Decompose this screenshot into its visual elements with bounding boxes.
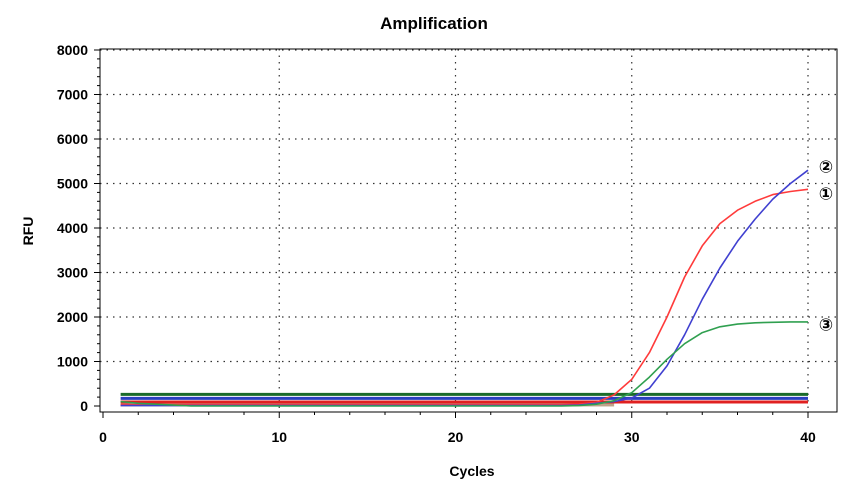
curve-annotations: ② ① ③ xyxy=(819,158,833,335)
y-tick-label-1000: 1000 xyxy=(57,354,88,370)
x-tick-label-10: 10 xyxy=(271,429,287,445)
y-tick-label-8000: 8000 xyxy=(57,42,88,58)
series-line-2 xyxy=(120,169,809,407)
x-axis-label: Cycles xyxy=(449,463,494,479)
curve-marker-1: ② xyxy=(819,158,833,177)
y-tick-label-4000: 4000 xyxy=(57,220,88,236)
y-tick-label-6000: 6000 xyxy=(57,131,88,147)
y-axis-label: RFU xyxy=(20,217,36,246)
y-tick-label-0: 0 xyxy=(80,398,88,414)
series-line-1 xyxy=(120,188,809,406)
curve-marker-3: ③ xyxy=(819,316,833,335)
y-tick-label-5000: 5000 xyxy=(57,176,88,192)
y-tick-label-7000: 7000 xyxy=(57,87,88,103)
y-tick-label-2000: 2000 xyxy=(57,309,88,325)
plot-frame xyxy=(99,48,838,413)
series-line-3 xyxy=(120,321,808,407)
grid xyxy=(100,49,837,412)
axis-ticks: 0 10 20 30 40 0 1000 2000 3000 4000 5000 6000 7000 80… xyxy=(57,42,816,445)
chart-title: Amplification xyxy=(380,14,488,33)
x-tick-label-0: 0 xyxy=(99,429,107,445)
series-group xyxy=(120,169,809,407)
x-tick-label-40: 40 xyxy=(800,429,816,445)
x-tick-label-20: 20 xyxy=(448,429,464,445)
y-tick-label-3000: 3000 xyxy=(57,265,88,281)
curve-marker-2: ① xyxy=(819,184,833,203)
x-tick-label-30: 30 xyxy=(624,429,640,445)
